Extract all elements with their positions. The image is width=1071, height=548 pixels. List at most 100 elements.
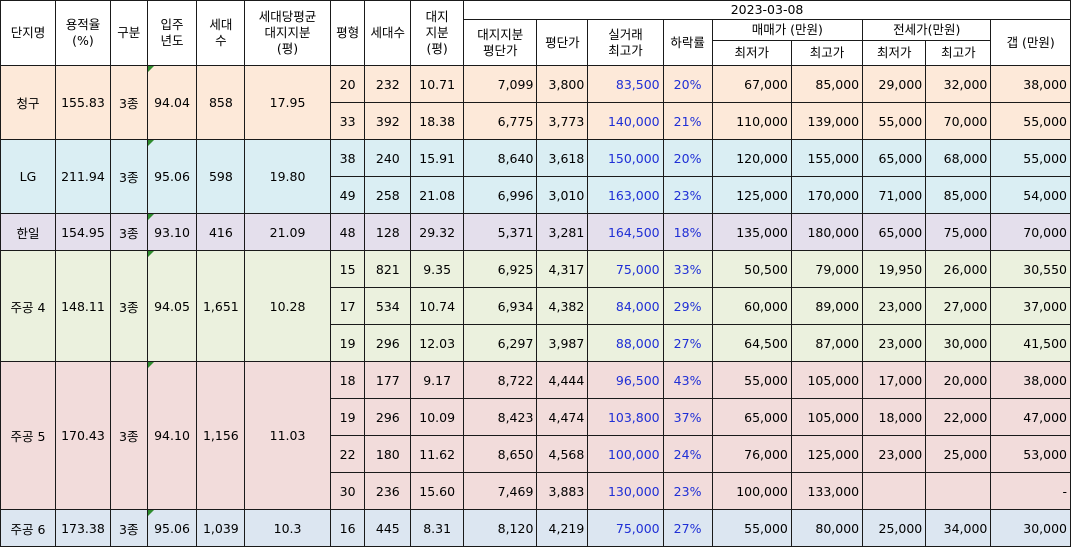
cell-land-unit-price[interactable]: 8,120 (463, 509, 538, 547)
cell-sale-min[interactable]: 135,000 (711, 213, 792, 251)
cell-unit-price[interactable]: 4,317 (536, 250, 589, 288)
cell-jeonse-min[interactable]: 23,000 (862, 324, 927, 362)
cell-unit-count[interactable]: 392 (364, 102, 412, 140)
cell-unit-price[interactable]: 4,474 (536, 398, 589, 436)
cell-jeonse-max[interactable]: 68,000 (925, 139, 992, 177)
cell-land-share[interactable]: 12.03 (410, 324, 465, 362)
cell-jeonse-max[interactable] (925, 472, 992, 510)
cell-unit-price[interactable]: 3,773 (536, 102, 589, 140)
cell-land-per-household[interactable]: 10.28 (244, 250, 331, 362)
cell-sale-min[interactable]: 110,000 (711, 102, 792, 140)
cell-sale-min[interactable]: 125,000 (711, 176, 792, 214)
cell-sale-min[interactable]: 50,500 (711, 250, 792, 288)
cell-pyeong[interactable]: 19 (329, 398, 366, 436)
cell-drop-rate[interactable]: 20% (662, 139, 713, 177)
cell-unit-price[interactable]: 3,800 (536, 65, 589, 103)
cell-pyeong[interactable]: 49 (329, 176, 366, 214)
cell-unit-count[interactable]: 240 (364, 139, 412, 177)
cell-pyeong[interactable]: 38 (329, 139, 366, 177)
cell-households[interactable]: 1,039 (196, 509, 246, 547)
cell-gap[interactable]: 55,000 (990, 102, 1071, 140)
cell-gap[interactable]: 38,000 (990, 361, 1071, 399)
cell-jeonse-max[interactable]: 27,000 (925, 287, 992, 325)
cell-max-real-price[interactable]: 130,000 (587, 472, 664, 510)
cell-drop-rate[interactable]: 20% (662, 65, 713, 103)
cell-unit-price[interactable]: 3,010 (536, 176, 589, 214)
cell-land-unit-price[interactable]: 8,640 (463, 139, 538, 177)
cell-unit-count[interactable]: 534 (364, 287, 412, 325)
cell-land-unit-price[interactable]: 7,469 (463, 472, 538, 510)
cell-households[interactable]: 858 (196, 65, 246, 140)
cell-households[interactable]: 1,651 (196, 250, 246, 362)
cell-drop-rate[interactable]: 21% (662, 102, 713, 140)
cell-gap[interactable]: 47,000 (990, 398, 1071, 436)
cell-sale-max[interactable]: 170,000 (790, 176, 864, 214)
cell-far[interactable]: 170.43 (54, 361, 111, 510)
cell-unit-price[interactable]: 3,281 (536, 213, 589, 251)
cell-unit-price[interactable]: 4,568 (536, 435, 589, 473)
cell-gap[interactable]: 41,500 (990, 324, 1071, 362)
cell-year[interactable]: 94.05 (146, 250, 198, 362)
cell-unit-price[interactable]: 3,618 (536, 139, 589, 177)
cell-gap[interactable]: 38,000 (990, 65, 1071, 103)
cell-max-real-price[interactable]: 75,000 (587, 509, 664, 547)
cell-sale-min[interactable]: 100,000 (711, 472, 792, 510)
cell-pyeong[interactable]: 30 (329, 472, 366, 510)
cell-year[interactable]: 94.04 (146, 65, 198, 140)
cell-jeonse-min[interactable]: 65,000 (862, 139, 927, 177)
cell-land-share[interactable]: 10.74 (410, 287, 465, 325)
cell-unit-count[interactable]: 445 (364, 509, 412, 547)
cell-jeonse-max[interactable]: 34,000 (925, 509, 992, 547)
cell-drop-rate[interactable]: 33% (662, 250, 713, 288)
cell-max-real-price[interactable]: 164,500 (587, 213, 664, 251)
cell-max-real-price[interactable]: 100,000 (587, 435, 664, 473)
cell-type[interactable]: 3종 (109, 509, 148, 547)
cell-pyeong[interactable]: 33 (329, 102, 366, 140)
cell-gap[interactable]: 54,000 (990, 176, 1071, 214)
cell-pyeong[interactable]: 22 (329, 435, 366, 473)
cell-land-share[interactable]: 9.17 (410, 361, 465, 399)
cell-unit-count[interactable]: 232 (364, 65, 412, 103)
cell-land-unit-price[interactable]: 8,650 (463, 435, 538, 473)
cell-type[interactable]: 3종 (109, 139, 148, 214)
cell-max-real-price[interactable]: 75,000 (587, 250, 664, 288)
cell-far[interactable]: 148.11 (54, 250, 111, 362)
cell-land-unit-price[interactable]: 7,099 (463, 65, 538, 103)
cell-jeonse-min[interactable]: 71,000 (862, 176, 927, 214)
cell-jeonse-max[interactable]: 25,000 (925, 435, 992, 473)
cell-jeonse-min[interactable]: 23,000 (862, 435, 927, 473)
cell-type[interactable]: 3종 (109, 213, 148, 251)
cell-jeonse-min[interactable]: 55,000 (862, 102, 927, 140)
cell-sale-max[interactable]: 180,000 (790, 213, 864, 251)
cell-sale-min[interactable]: 55,000 (711, 361, 792, 399)
cell-land-share[interactable]: 15.60 (410, 472, 465, 510)
cell-pyeong[interactable]: 17 (329, 287, 366, 325)
cell-max-real-price[interactable]: 140,000 (587, 102, 664, 140)
cell-jeonse-max[interactable]: 85,000 (925, 176, 992, 214)
cell-gap[interactable]: 70,000 (990, 213, 1071, 251)
cell-unit-count[interactable]: 236 (364, 472, 412, 510)
cell-jeonse-max[interactable]: 70,000 (925, 102, 992, 140)
cell-year[interactable]: 95.06 (146, 139, 198, 214)
cell-unit-count[interactable]: 177 (364, 361, 412, 399)
cell-land-share[interactable]: 29.32 (410, 213, 465, 251)
cell-land-unit-price[interactable]: 6,297 (463, 324, 538, 362)
cell-jeonse-min[interactable] (862, 472, 927, 510)
cell-jeonse-max[interactable]: 20,000 (925, 361, 992, 399)
cell-land-per-household[interactable]: 11.03 (244, 361, 331, 510)
cell-land-share[interactable]: 9.35 (410, 250, 465, 288)
cell-sale-min[interactable]: 60,000 (711, 287, 792, 325)
cell-land-per-household[interactable]: 19.80 (244, 139, 331, 214)
cell-sale-max[interactable]: 87,000 (790, 324, 864, 362)
cell-jeonse-max[interactable]: 26,000 (925, 250, 992, 288)
cell-jeonse-min[interactable]: 18,000 (862, 398, 927, 436)
cell-complex-name[interactable]: 한일 (0, 213, 56, 251)
cell-unit-price[interactable]: 4,219 (536, 509, 589, 547)
cell-land-unit-price[interactable]: 6,934 (463, 287, 538, 325)
cell-sale-max[interactable]: 80,000 (790, 509, 864, 547)
cell-land-share[interactable]: 8.31 (410, 509, 465, 547)
cell-type[interactable]: 3종 (109, 65, 148, 140)
cell-sale-max[interactable]: 133,000 (790, 472, 864, 510)
cell-land-share[interactable]: 10.09 (410, 398, 465, 436)
cell-unit-count[interactable]: 180 (364, 435, 412, 473)
